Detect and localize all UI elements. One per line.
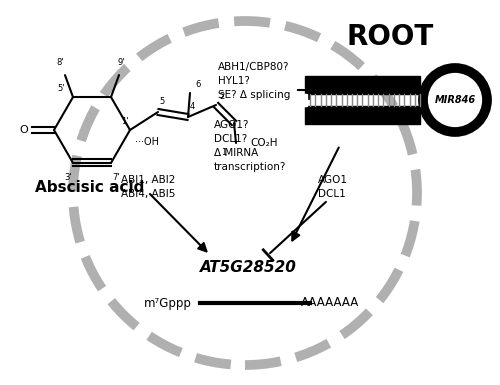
Text: AAAAAAA: AAAAAAA xyxy=(301,296,359,310)
Text: 5': 5' xyxy=(58,84,65,93)
Bar xyxy=(305,76,420,94)
Text: O: O xyxy=(20,125,28,135)
Text: AGO1
DCL1: AGO1 DCL1 xyxy=(318,175,348,199)
Text: ···OH: ···OH xyxy=(135,137,159,147)
Text: AT5G28520: AT5G28520 xyxy=(200,259,296,275)
Text: ROOT: ROOT xyxy=(346,23,434,51)
Text: 1': 1' xyxy=(122,117,129,126)
Text: 8': 8' xyxy=(56,58,64,67)
Text: CO₂H: CO₂H xyxy=(250,138,278,148)
Bar xyxy=(305,106,420,124)
Text: 1: 1 xyxy=(222,148,226,157)
Text: MIR846: MIR846 xyxy=(434,95,476,105)
Text: 5: 5 xyxy=(160,97,164,106)
Bar xyxy=(303,94,307,106)
Text: m⁷Gppp: m⁷Gppp xyxy=(144,296,192,310)
Text: 4: 4 xyxy=(190,102,194,111)
Text: Abscisic acid: Abscisic acid xyxy=(36,179,144,194)
Text: ABI1, ABI2
ABI4, ABI5: ABI1, ABI2 ABI4, ABI5 xyxy=(121,175,175,199)
Text: 3': 3' xyxy=(64,173,72,182)
Circle shape xyxy=(431,76,479,124)
Text: AGO1?
DCL1?
Δ MIRNA
transcription?: AGO1? DCL1? Δ MIRNA transcription? xyxy=(214,120,286,172)
Text: 6: 6 xyxy=(196,80,200,89)
Text: 9': 9' xyxy=(118,58,125,67)
Text: 2: 2 xyxy=(220,92,224,101)
Text: 7': 7' xyxy=(112,173,120,182)
Text: ABH1/CBP80?
HYL1?
SE? Δ splicing: ABH1/CBP80? HYL1? SE? Δ splicing xyxy=(218,62,290,100)
